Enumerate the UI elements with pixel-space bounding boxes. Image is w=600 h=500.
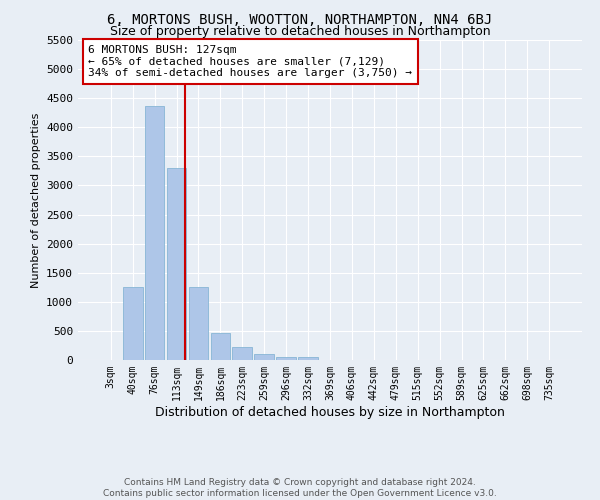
Text: Size of property relative to detached houses in Northampton: Size of property relative to detached ho… bbox=[110, 25, 490, 38]
Bar bbox=[211, 332, 230, 360]
Text: 6 MORTONS BUSH: 127sqm
← 65% of detached houses are smaller (7,129)
34% of semi-: 6 MORTONS BUSH: 127sqm ← 65% of detached… bbox=[88, 45, 412, 78]
Bar bbox=[123, 286, 143, 360]
Bar bbox=[276, 356, 296, 360]
Bar bbox=[232, 348, 252, 360]
Text: 6, MORTONS BUSH, WOOTTON, NORTHAMPTON, NN4 6BJ: 6, MORTONS BUSH, WOOTTON, NORTHAMPTON, N… bbox=[107, 12, 493, 26]
Text: Contains HM Land Registry data © Crown copyright and database right 2024.
Contai: Contains HM Land Registry data © Crown c… bbox=[103, 478, 497, 498]
Bar bbox=[188, 286, 208, 360]
Bar bbox=[298, 357, 318, 360]
Y-axis label: Number of detached properties: Number of detached properties bbox=[31, 112, 41, 288]
Bar bbox=[254, 354, 274, 360]
X-axis label: Distribution of detached houses by size in Northampton: Distribution of detached houses by size … bbox=[155, 406, 505, 418]
Bar bbox=[167, 168, 187, 360]
Bar bbox=[145, 106, 164, 360]
